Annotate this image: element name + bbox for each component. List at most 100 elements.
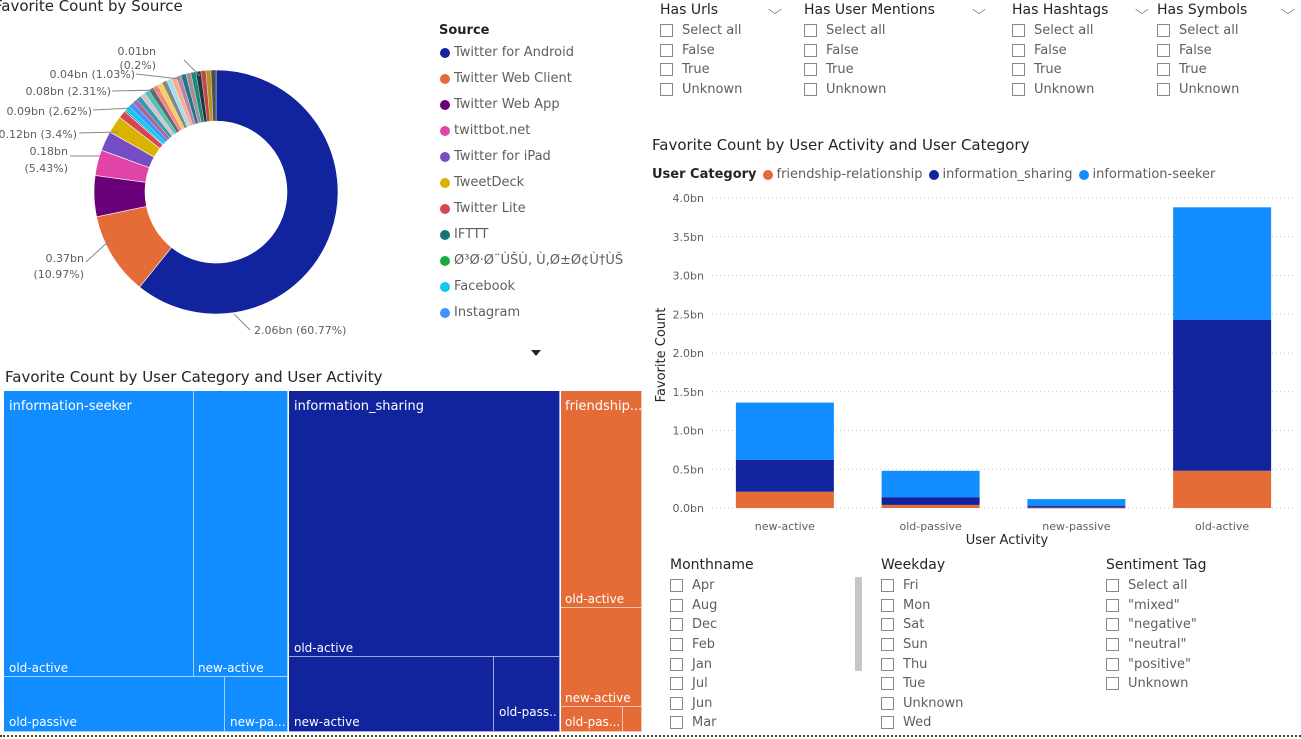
slicer-option[interactable]: Select all [660, 21, 780, 41]
treemap-cell-friendship-old-passive[interactable] [561, 707, 623, 732]
chevron-down-icon[interactable]: ⌵ [972, 2, 986, 18]
checkbox[interactable] [881, 677, 894, 691]
bar-segment[interactable] [735, 459, 834, 492]
checkbox[interactable] [881, 638, 894, 652]
slicer-option[interactable]: True [1157, 60, 1293, 80]
legend-item-friendship[interactable]: friendship-relationship [762, 167, 923, 182]
checkbox[interactable] [881, 618, 894, 632]
slicer-option[interactable]: Jan [670, 654, 850, 674]
checkbox[interactable] [660, 43, 673, 57]
slicer-option[interactable]: Sun [881, 635, 1081, 655]
donut-legend-item[interactable]: TweetDeck [440, 175, 524, 190]
chevron-down-icon[interactable]: ⌵ [1135, 2, 1149, 18]
slicer-header[interactable]: Has Hashtags ⌵ [1012, 2, 1149, 18]
donut-slice[interactable] [139, 69, 339, 315]
checkbox[interactable] [1106, 598, 1119, 612]
treemap-cell-friendship-new-passive[interactable] [623, 707, 642, 732]
donut-legend-item[interactable]: Facebook [440, 279, 515, 294]
slicer-option[interactable]: Mar [670, 713, 850, 733]
checkbox[interactable] [1157, 83, 1170, 97]
checkbox[interactable] [670, 657, 683, 671]
bar-segment[interactable] [881, 470, 980, 498]
bar-segment[interactable] [1173, 207, 1272, 320]
slicer-option[interactable]: "mixed" [1106, 596, 1296, 616]
bar-segment[interactable] [1027, 506, 1126, 508]
legend-item-information-seeker[interactable]: information-seeker [1078, 167, 1215, 182]
slicer-option[interactable]: Wed [881, 713, 1081, 733]
chevron-down-icon[interactable]: ⌵ [768, 2, 782, 18]
donut-legend-item[interactable]: Ø³Ø·Ø¨ÙŠÙ‚ Ù‚Ø±Ø¢Ù†ÙŠ [440, 253, 623, 268]
checkbox[interactable] [670, 618, 683, 632]
slicer-option[interactable]: Select all [1106, 576, 1296, 596]
slicer-option[interactable]: True [660, 60, 780, 80]
checkbox[interactable] [1157, 43, 1170, 57]
slicer-option[interactable]: Apr [670, 576, 850, 596]
slicer-option[interactable]: Select all [1157, 21, 1293, 41]
treemap-cell-seeker-old-active[interactable] [4, 391, 194, 677]
checkbox[interactable] [1012, 43, 1025, 57]
checkbox[interactable] [1106, 618, 1119, 632]
checkbox[interactable] [1157, 24, 1170, 38]
slicer-option[interactable]: "negative" [1106, 615, 1296, 635]
treemap-cell-sharing-old-passive[interactable] [494, 657, 560, 732]
slicer-option[interactable]: Unknown [881, 694, 1081, 714]
checkbox[interactable] [881, 657, 894, 671]
checkbox[interactable] [881, 716, 894, 730]
slicer-option[interactable]: False [1012, 41, 1147, 61]
slicer-option[interactable]: Select all [1012, 21, 1147, 41]
slicer-option[interactable]: Sat [881, 615, 1081, 635]
checkbox[interactable] [670, 598, 683, 612]
legend-item-information-sharing[interactable]: information_sharing [928, 167, 1073, 182]
slicer-option[interactable]: Aug [670, 596, 850, 616]
slicer-option[interactable]: Unknown [1106, 674, 1296, 694]
slicer-option[interactable]: Unknown [1157, 80, 1293, 100]
checkbox[interactable] [1012, 83, 1025, 97]
treemap-cell-seeker-new-passive[interactable] [225, 677, 288, 732]
treemap-cell-sharing-new-active[interactable] [289, 657, 494, 732]
checkbox[interactable] [804, 63, 817, 77]
checkbox[interactable] [881, 598, 894, 612]
checkbox[interactable] [1106, 677, 1119, 691]
chevron-down-icon[interactable] [531, 350, 541, 356]
donut-legend-item[interactable]: twittbot.net [440, 123, 530, 138]
slicer-option[interactable]: Jul [670, 674, 850, 694]
slicer-option[interactable]: False [660, 41, 780, 61]
checkbox[interactable] [660, 24, 673, 38]
slicer-header[interactable]: Has Urls ⌵ [660, 2, 782, 18]
slicer-option[interactable]: Unknown [660, 80, 780, 100]
checkbox[interactable] [660, 83, 673, 97]
bar-segment[interactable] [1027, 507, 1126, 509]
checkbox[interactable] [1157, 63, 1170, 77]
checkbox[interactable] [881, 579, 894, 593]
donut-legend-item[interactable]: IFTTT [440, 227, 488, 242]
slicer-option[interactable]: Fri [881, 576, 1081, 596]
bar-segment[interactable] [1173, 470, 1272, 508]
slicer-header[interactable]: Weekday [881, 557, 1081, 573]
checkbox[interactable] [1012, 63, 1025, 77]
slicer-header[interactable]: Sentiment Tag [1106, 557, 1296, 573]
slicer-option[interactable]: Unknown [804, 80, 984, 100]
checkbox[interactable] [804, 83, 817, 97]
donut-legend-item[interactable]: Twitter for Android [440, 45, 574, 60]
checkbox[interactable] [1012, 24, 1025, 38]
slicer-option[interactable]: True [1012, 60, 1147, 80]
treemap-cell-friendship-old-active[interactable] [561, 391, 642, 608]
checkbox[interactable] [670, 638, 683, 652]
treemap-cell-seeker-old-passive[interactable] [4, 677, 225, 732]
monthname-scrollbar[interactable] [855, 577, 862, 671]
slicer-option[interactable]: Select all [804, 21, 984, 41]
checkbox[interactable] [804, 43, 817, 57]
slicer-option[interactable]: "neutral" [1106, 635, 1296, 655]
slicer-option[interactable]: False [804, 41, 984, 61]
checkbox[interactable] [670, 677, 683, 691]
donut-legend-item[interactable]: Twitter Web Client [440, 71, 572, 86]
bar-segment[interactable] [735, 491, 834, 508]
checkbox[interactable] [1106, 657, 1119, 671]
checkbox[interactable] [660, 63, 673, 77]
slicer-option[interactable]: False [1157, 41, 1293, 61]
slicer-option[interactable]: True [804, 60, 984, 80]
donut-legend-item[interactable]: Twitter Lite [440, 201, 526, 216]
slicer-header[interactable]: Has User Mentions ⌵ [804, 2, 986, 18]
bar-segment[interactable] [735, 402, 834, 460]
donut-legend-item[interactable]: Twitter for iPad [440, 149, 551, 164]
